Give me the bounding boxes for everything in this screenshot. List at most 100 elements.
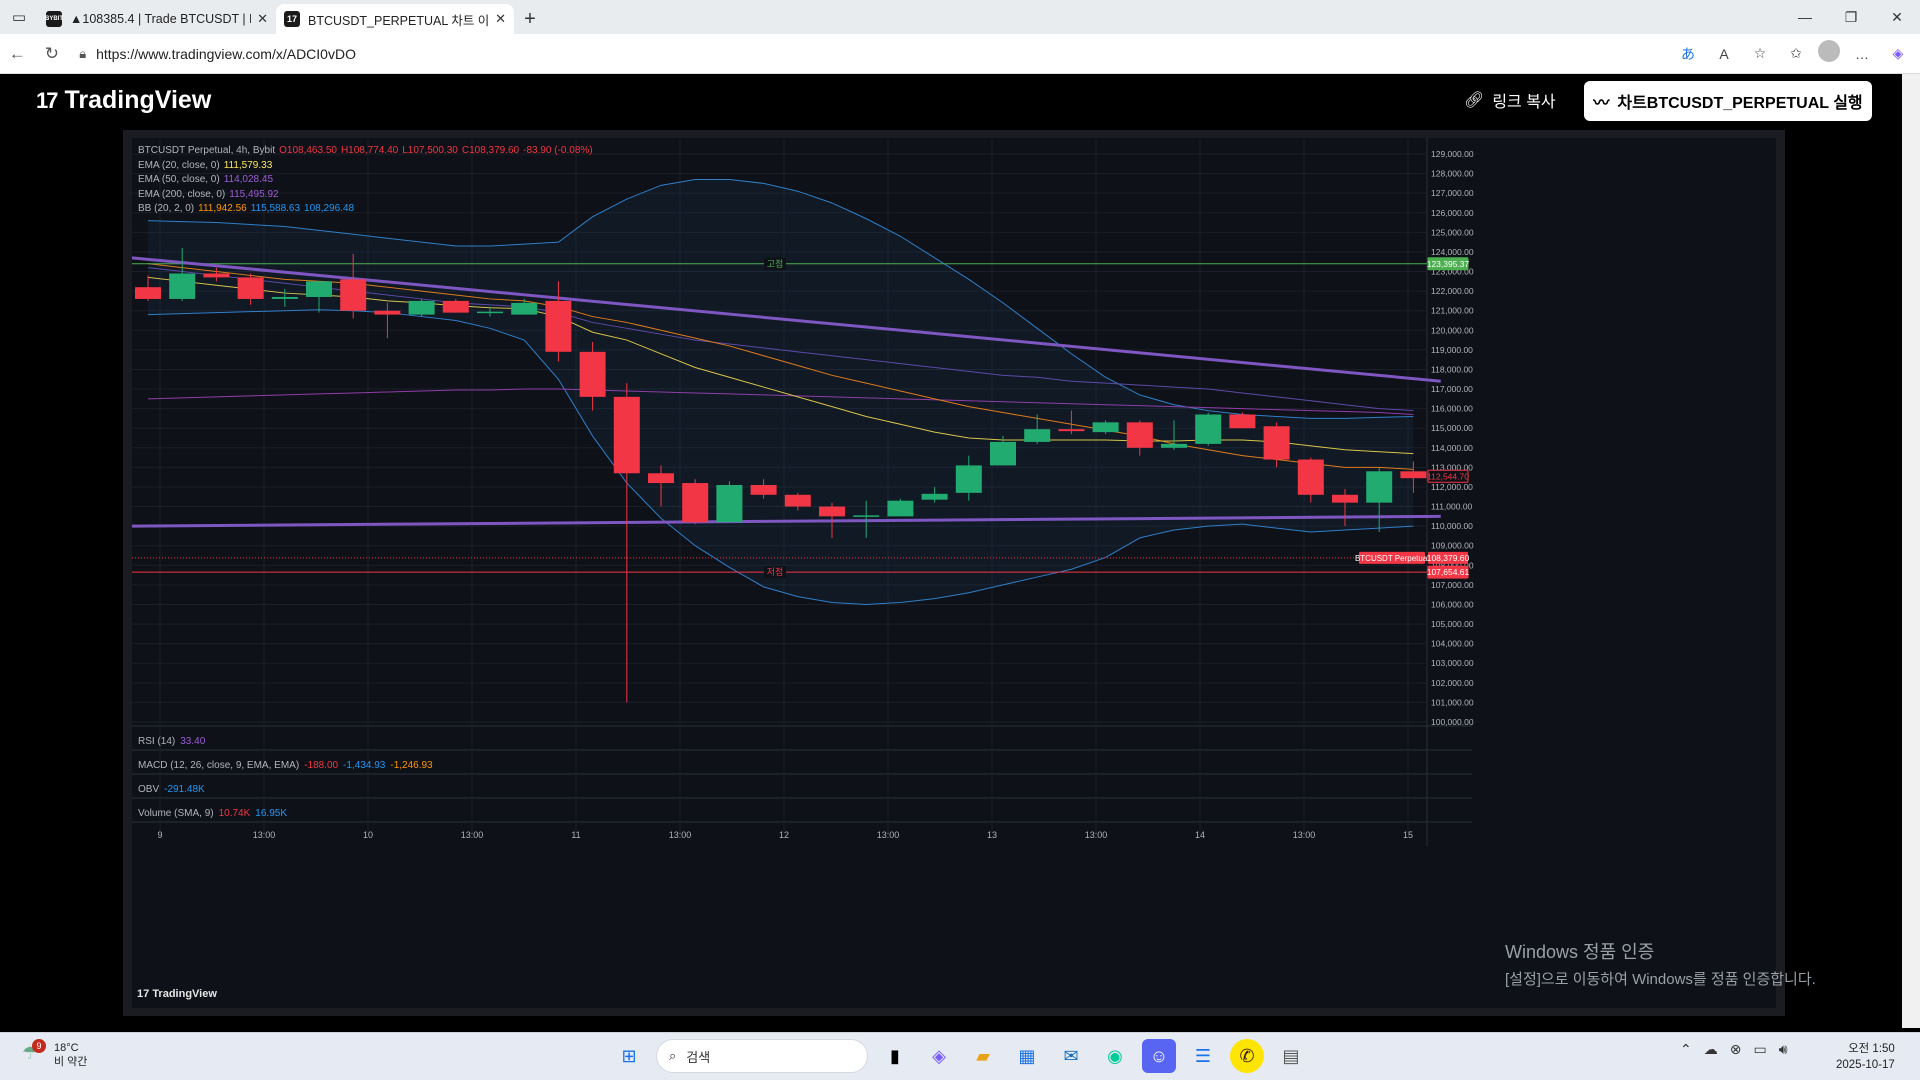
- profile-avatar-icon[interactable]: [1818, 39, 1841, 62]
- tab-actions-icon[interactable]: ▭: [11, 9, 27, 26]
- close-tab-icon[interactable]: ✕: [257, 11, 268, 26]
- x-tick-label: 13:00: [253, 830, 276, 840]
- tray-chevron-icon[interactable]: ⌃: [1680, 1041, 1692, 1057]
- discord-icon[interactable]: ☺: [1142, 1039, 1176, 1073]
- edge-icon[interactable]: ◉: [1107, 1045, 1123, 1066]
- x-tick-label: 11: [571, 830, 580, 840]
- legend-open: O108,463.50: [279, 145, 337, 156]
- copilot-icon[interactable]: ◈: [1892, 45, 1904, 61]
- candle-body: [1366, 471, 1393, 503]
- file-explorer-icon[interactable]: ▰: [976, 1045, 990, 1066]
- footer-logo-icon: 17: [137, 988, 150, 1000]
- bb-label: BB (20, 2, 0): [138, 203, 195, 215]
- candle-body: [990, 441, 1016, 466]
- candle-body: [784, 494, 811, 507]
- y-tick-label: 113,000.00: [1431, 462, 1473, 472]
- close-window-icon[interactable]: ✕: [1891, 8, 1903, 25]
- notepad-icon[interactable]: ☰: [1194, 1045, 1212, 1066]
- tab-title: ▲108385.4 | Trade BTCUSDT | Byb: [70, 12, 252, 26]
- x-tick-label: 13: [987, 830, 997, 840]
- chart-footer-logo: 17 TradingView: [137, 988, 217, 1000]
- taskbar-search[interactable]: ⌕ 검색: [656, 1039, 868, 1073]
- candle-body: [1263, 426, 1290, 460]
- volume-label: Volume (SMA, 9): [138, 808, 214, 819]
- restore-icon[interactable]: ❐: [1844, 8, 1858, 25]
- weather-condition: 비 약간: [54, 1056, 88, 1068]
- tab-tradingview[interactable]: 17 BTCUSDT_PERPETUAL 차트 이미지 ✕: [276, 4, 514, 34]
- copy-link-button[interactable]: 🔗︎ 링크 복사: [1464, 88, 1556, 112]
- candle-body: [1332, 494, 1358, 503]
- chart-snapshot: 9 13:00 10 13:00 11 13:00 12 13:00 13 13:00 14 13:0…: [123, 130, 1785, 1016]
- macd-line-value: -1,434.93: [343, 760, 386, 771]
- chart-legend: BTCUSDT Perpetual, 4h, Bybit O108,463.50…: [138, 144, 593, 217]
- y-tick-label: 127,000.00: [1431, 188, 1474, 198]
- refresh-icon[interactable]: ↻: [44, 43, 60, 63]
- candle-body: [1195, 414, 1222, 444]
- candle-body: [477, 311, 503, 314]
- network-icon[interactable]: ▭: [1753, 1041, 1767, 1057]
- bb-upper-line: [147, 178, 1414, 419]
- address-bar: ← ↻ 🔒︎ https://www.tradingview.com/x/ADC…: [0, 34, 1920, 74]
- kakaotalk-icon[interactable]: ✆: [1230, 1039, 1264, 1073]
- x-tick-label: 12: [779, 830, 789, 840]
- back-icon[interactable]: ←: [8, 43, 26, 63]
- outlook-icon[interactable]: ✉: [1063, 1045, 1079, 1066]
- read-aloud-icon[interactable]: A: [1719, 45, 1729, 62]
- more-menu-icon[interactable]: …: [1855, 45, 1870, 62]
- y-tick-label: 121,000.00: [1431, 306, 1474, 316]
- close-tab-icon[interactable]: ✕: [495, 11, 506, 26]
- bb-basis-value: 111,942.56: [198, 203, 247, 215]
- onedrive-icon[interactable]: ☁: [1703, 1041, 1718, 1057]
- y-tick-label: 125,000.00: [1431, 227, 1474, 237]
- bb-lower-line: [147, 309, 1414, 605]
- run-chart-button[interactable]: 〰 차트BTCUSDT_PERPETUAL 실행: [1584, 81, 1872, 121]
- translate-icon[interactable]: あ: [1681, 45, 1696, 62]
- activation-title: Windows 정품 인증: [1505, 942, 1655, 962]
- candle-body: [408, 300, 435, 315]
- start-menu-icon[interactable]: ⊞: [621, 1045, 637, 1066]
- x-tick-label: 14: [1195, 830, 1205, 840]
- favorites-icon[interactable]: ✩: [1790, 45, 1802, 61]
- weather-widget[interactable]: ☂ 9 18°C 비 약간: [22, 1039, 88, 1069]
- ema50-label: EMA (50, close, 0): [138, 174, 220, 186]
- task-view-icon[interactable]: ▮: [890, 1045, 900, 1066]
- y-tick-label: 106,000.00: [1431, 599, 1474, 609]
- symbol-price-label-bg: [1359, 551, 1425, 564]
- tradingview-logo[interactable]: 17 TradingView: [36, 86, 211, 115]
- candle-body: [1161, 443, 1187, 448]
- candle-body: [716, 485, 743, 523]
- y-tick-label: 123,000.00: [1431, 267, 1474, 277]
- calculator-icon[interactable]: ▤: [1282, 1045, 1300, 1066]
- url-field[interactable]: 🔒︎ https://www.tradingview.com/x/ADCI0vD…: [79, 39, 1674, 69]
- candle-body: [1297, 459, 1324, 495]
- price-badge-text: 107,654.61: [1427, 567, 1470, 577]
- minimize-icon[interactable]: —: [1798, 9, 1812, 25]
- macd-hist-value: -188.00: [304, 760, 339, 771]
- legend-high: H108,774.40: [340, 145, 399, 156]
- candle-body: [887, 500, 914, 517]
- x-tick-label: 13:00: [1293, 830, 1316, 840]
- favorite-star-icon[interactable]: ☆: [1753, 45, 1767, 61]
- obv-value: -291.48K: [164, 784, 205, 795]
- x-tick-label: 13:00: [877, 830, 900, 840]
- bybit-favicon-icon: BYBIT: [45, 11, 63, 27]
- y-tick-label: 108,000.00: [1431, 560, 1474, 570]
- tradingview-favicon-icon: 17: [284, 11, 300, 27]
- tray-app-icon[interactable]: ⊗: [1729, 1041, 1742, 1057]
- volume-pane-label: Volume (SMA, 9) 10.74K 16.95K: [138, 808, 287, 819]
- new-tab-button[interactable]: +: [524, 7, 536, 30]
- page-scrollbar[interactable]: [1902, 74, 1920, 1028]
- taskbar-clock[interactable]: 오전 1:50 2025-10-17: [1836, 1041, 1895, 1073]
- volume-icon[interactable]: 🔊︎: [1778, 1041, 1788, 1057]
- logo-text: TradingView: [64, 86, 212, 114]
- run-chart-label: 차트BTCUSDT_PERPETUAL 실행: [1617, 95, 1863, 112]
- tab-bybit[interactable]: BYBIT ▲108385.4 | Trade BTCUSDT | Byb ✕: [38, 4, 276, 34]
- weather-temp: 18°C: [54, 1042, 79, 1054]
- price-badge-text: 112,544.70: [1427, 471, 1469, 481]
- store-icon[interactable]: ▦: [1018, 1045, 1036, 1066]
- copilot-taskbar-icon[interactable]: ◈: [932, 1045, 946, 1066]
- page-content: 17 TradingView 🔗︎ 링크 복사 〰 차트BTCUSDT_PERP…: [4, 74, 1902, 1028]
- trendline: [132, 514, 1441, 528]
- lock-icon: 🔒︎: [79, 45, 87, 61]
- weather-badge: 9: [32, 1039, 46, 1053]
